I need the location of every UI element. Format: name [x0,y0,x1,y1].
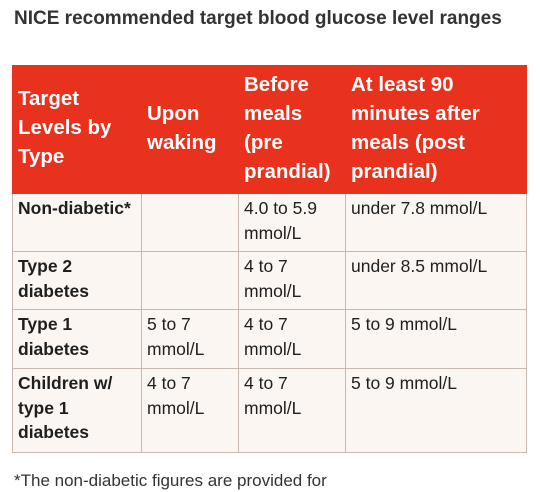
cell-after-meals: under 7.8 mmol/L [345,193,527,252]
cell-upon-waking [141,251,239,310]
footnote: *The non-diabetic figures are provided f… [14,471,327,490]
cell-before-meals: 4 to 7 mmol/L [238,309,346,369]
table-row: Type 1 diabetes 5 to 7 mmol/L 4 to 7 mmo… [12,309,527,369]
cell-upon-waking [141,193,239,252]
table-row: Children w/ type 1 diabetes 4 to 7 mmol/… [12,368,527,453]
row-label-non-diabetic: Non-diabetic* [12,193,142,252]
table-row: Type 2 diabetes 4 to 7 mmol/L under 8.5 … [12,251,527,310]
glucose-target-table: Target Levels by Type Upon waking Before… [12,65,527,453]
cell-after-meals: under 8.5 mmol/L [345,251,527,310]
row-label-type-2-diabetes: Type 2 diabetes [12,251,142,310]
cell-after-meals: 5 to 9 mmol/L [345,368,527,453]
column-header-target-levels: Target Levels by Type [12,65,142,194]
column-header-before-meals: Before meals (pre prandial) [238,65,346,194]
column-header-after-meals: At least 90 minutes after meals (post pr… [345,65,527,194]
cell-upon-waking: 4 to 7 mmol/L [141,368,239,453]
row-label-type-1-diabetes: Type 1 diabetes [12,309,142,369]
cell-upon-waking: 5 to 7 mmol/L [141,309,239,369]
table-header-row: Target Levels by Type Upon waking Before… [12,65,527,194]
cell-before-meals: 4 to 7 mmol/L [238,251,346,310]
row-label-children-type-1: Children w/ type 1 diabetes [12,368,142,453]
cell-after-meals: 5 to 9 mmol/L [345,309,527,369]
table-row: Non-diabetic* 4.0 to 5.9 mmol/L under 7.… [12,193,527,252]
column-header-upon-waking: Upon waking [141,65,239,194]
page-title: NICE recommended target blood glucose le… [14,8,502,29]
cell-before-meals: 4.0 to 5.9 mmol/L [238,193,346,252]
cell-before-meals: 4 to 7 mmol/L [238,368,346,453]
